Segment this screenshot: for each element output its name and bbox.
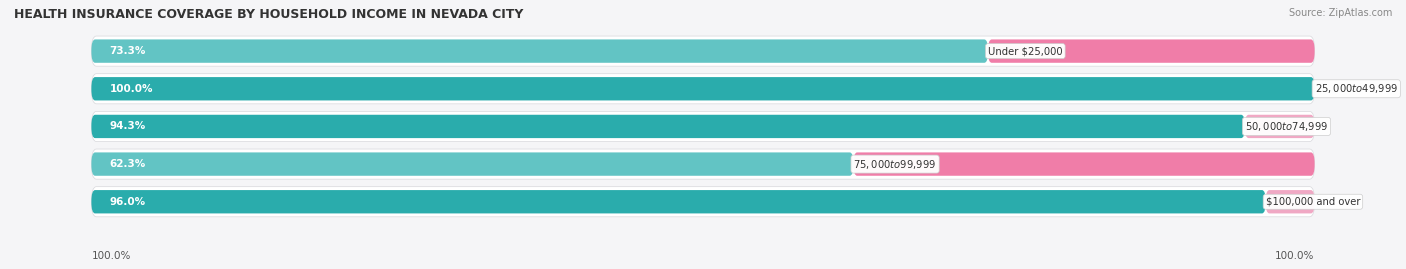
FancyBboxPatch shape <box>91 149 1315 179</box>
Text: $75,000 to $99,999: $75,000 to $99,999 <box>853 158 936 171</box>
FancyBboxPatch shape <box>91 40 988 63</box>
FancyBboxPatch shape <box>91 115 1244 138</box>
Text: HEALTH INSURANCE COVERAGE BY HOUSEHOLD INCOME IN NEVADA CITY: HEALTH INSURANCE COVERAGE BY HOUSEHOLD I… <box>14 8 523 21</box>
Text: Source: ZipAtlas.com: Source: ZipAtlas.com <box>1288 8 1392 18</box>
FancyBboxPatch shape <box>91 77 1315 100</box>
FancyBboxPatch shape <box>91 111 1315 141</box>
Text: 62.3%: 62.3% <box>110 159 146 169</box>
FancyBboxPatch shape <box>1265 190 1315 213</box>
FancyBboxPatch shape <box>91 153 853 176</box>
FancyBboxPatch shape <box>91 187 1315 217</box>
Text: $50,000 to $74,999: $50,000 to $74,999 <box>1244 120 1329 133</box>
Text: 73.3%: 73.3% <box>110 46 146 56</box>
Text: $100,000 and over: $100,000 and over <box>1265 197 1360 207</box>
FancyBboxPatch shape <box>988 40 1315 63</box>
FancyBboxPatch shape <box>853 153 1315 176</box>
Text: Under $25,000: Under $25,000 <box>988 46 1063 56</box>
FancyBboxPatch shape <box>91 74 1315 104</box>
Text: 100.0%: 100.0% <box>91 251 131 261</box>
Text: 96.0%: 96.0% <box>110 197 146 207</box>
Text: 100.0%: 100.0% <box>110 84 153 94</box>
FancyBboxPatch shape <box>91 36 1315 66</box>
FancyBboxPatch shape <box>91 190 1265 213</box>
FancyBboxPatch shape <box>1244 115 1315 138</box>
Text: $25,000 to $49,999: $25,000 to $49,999 <box>1315 82 1398 95</box>
Text: 94.3%: 94.3% <box>110 121 146 132</box>
Text: 100.0%: 100.0% <box>1275 251 1315 261</box>
